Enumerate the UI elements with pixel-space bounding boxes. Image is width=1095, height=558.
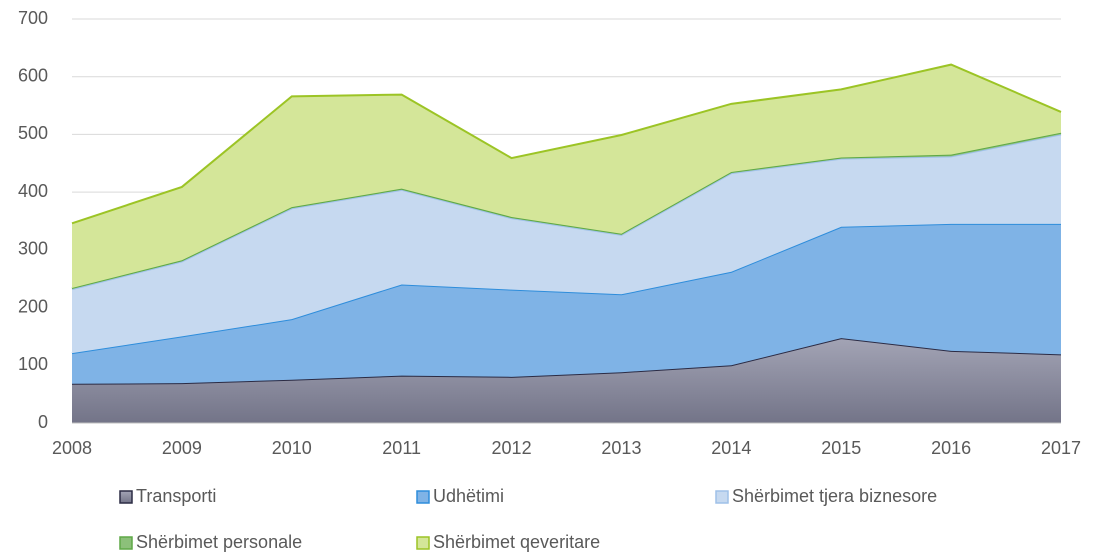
legend-label: Udhëtimi: [433, 486, 504, 506]
y-tick-label: 100: [18, 354, 48, 374]
y-tick-label: 700: [18, 8, 48, 28]
area-fill: [72, 223, 1061, 384]
legend-swatch: [416, 536, 430, 550]
x-tick-label: 2013: [601, 438, 641, 458]
area-fill: [72, 64, 1061, 288]
x-tick-label: 2014: [711, 438, 751, 458]
area-fill: [72, 134, 1061, 354]
area-line: [71, 337, 1062, 385]
legend-swatch: [119, 490, 133, 504]
x-tick-label: 2015: [821, 438, 861, 458]
legend-swatch: [715, 490, 729, 504]
x-tick-label: 2008: [52, 438, 92, 458]
x-tick-label: 2009: [162, 438, 202, 458]
legend-label: Transporti: [136, 486, 216, 506]
legend-swatch: [119, 536, 133, 550]
area-fill: [72, 338, 1061, 423]
area-line: [71, 63, 1062, 225]
y-tick-label: 500: [18, 123, 48, 143]
y-tick-label: 400: [18, 181, 48, 201]
y-tick-label: 300: [18, 239, 48, 259]
legend-label: Shërbimet qeveritare: [433, 532, 600, 552]
x-tick-label: 2012: [492, 438, 532, 458]
x-tick-label: 2017: [1041, 438, 1081, 458]
legend-label: Shërbimet tjera biznesore: [732, 486, 937, 506]
legend-swatch: [416, 490, 430, 504]
x-tick-label: 2010: [272, 438, 312, 458]
y-tick-label: 600: [18, 65, 48, 85]
y-tick-label: 200: [18, 296, 48, 316]
x-tick-label: 2011: [382, 438, 421, 458]
y-tick-label: 0: [38, 412, 48, 432]
legend-label: Shërbimet personale: [136, 532, 302, 552]
x-tick-label: 2016: [931, 438, 971, 458]
